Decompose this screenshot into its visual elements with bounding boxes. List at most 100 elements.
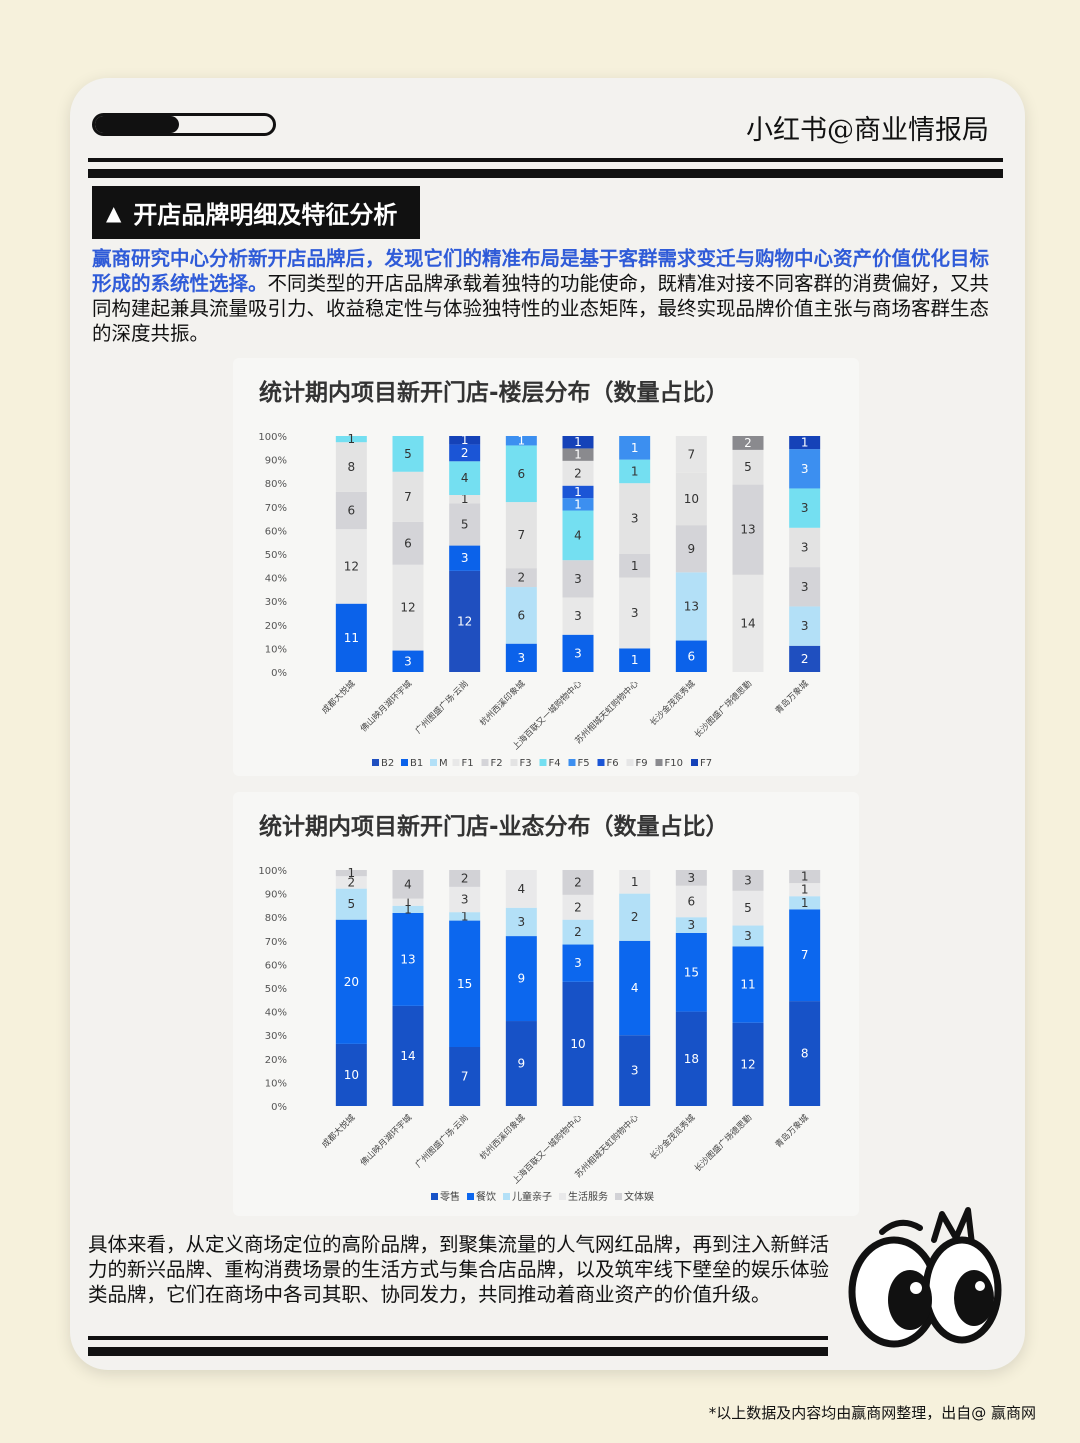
data-label: 20	[344, 975, 359, 989]
data-label: 2	[744, 436, 752, 450]
data-label: 1	[801, 870, 809, 884]
bar-segment	[505, 568, 537, 588]
data-label: 2	[574, 875, 582, 889]
cartoon-eyes-icon	[848, 1207, 1002, 1348]
y-tick-label: 60%	[265, 960, 287, 971]
bar-segment	[505, 870, 537, 908]
bar-segment	[562, 634, 594, 672]
bar-segment	[562, 870, 594, 895]
data-label: 3	[688, 871, 696, 885]
y-tick-label: 30%	[265, 1031, 287, 1042]
data-label: 5	[744, 901, 752, 915]
y-tick-label: 40%	[265, 1008, 287, 1019]
section-heading: ▲ 开店品牌明细及特征分析	[92, 186, 420, 239]
data-label: 12	[457, 614, 472, 628]
divider-bottom-thick	[88, 1347, 828, 1356]
bar-segment	[789, 567, 821, 607]
bar-segment	[449, 444, 481, 462]
data-label: 14	[400, 1049, 415, 1063]
y-tick-label: 80%	[265, 913, 287, 924]
x-tick-label: 长沙图盛广场德思勤	[692, 678, 754, 740]
bar-segment	[392, 905, 424, 913]
bar-segment	[505, 587, 537, 644]
data-label: 3	[801, 619, 809, 633]
legend-label: 餐饮	[476, 1190, 496, 1203]
y-tick-label: 100%	[258, 432, 287, 443]
data-label: 3	[518, 915, 526, 929]
y-tick-label: 70%	[265, 503, 287, 514]
bar-segment	[449, 461, 481, 495]
section-heading-text: 开店品牌明细及特征分析	[133, 200, 398, 229]
bar-segment	[449, 870, 481, 887]
data-label: 1	[404, 902, 412, 916]
bar-segment	[675, 1011, 707, 1106]
bar-segment	[505, 907, 537, 937]
legend-label: F10	[665, 758, 683, 769]
data-label: 2	[801, 652, 809, 666]
bar-segment	[675, 640, 707, 672]
bar-segment	[562, 560, 594, 598]
data-label: 1	[801, 883, 809, 897]
data-label: 10	[344, 1068, 359, 1082]
data-label: 3	[688, 918, 696, 932]
bar-segment	[789, 436, 821, 450]
bar-segment	[505, 445, 537, 503]
y-tick-label: 0%	[271, 668, 287, 679]
content-card: 小红书@商业情报局 ▲ 开店品牌明细及特征分析 赢商研究中心分析新开店品牌后，发…	[70, 78, 1025, 1370]
legend-swatch	[503, 1193, 510, 1200]
bar-segment	[619, 870, 651, 894]
data-label: 9	[518, 972, 526, 986]
bar-segment	[619, 436, 651, 460]
y-tick-label: 100%	[258, 866, 287, 877]
chart-legend: B2 B1 M F1 F2 F3 F4 F5 F6 F9 F10 F7	[372, 758, 712, 769]
x-tick-label: 广州图盛广场·云尚	[413, 1112, 471, 1170]
category-chart-panel: 统计期内项目新开门店-业态分布（数量占比） 0% 10% 20% 30% 40% 50% 60…	[233, 792, 859, 1216]
chart-legend: 零售 餐饮 儿童亲子 生活服务 文体娱	[431, 1190, 654, 1203]
bar-segment	[675, 572, 707, 641]
data-label: 2	[631, 910, 639, 924]
data-label: 7	[518, 528, 526, 542]
bar-segment	[619, 940, 651, 1036]
data-label: 2	[461, 871, 469, 885]
bar-segment	[562, 597, 594, 635]
data-label: 4	[518, 882, 526, 896]
data-label: 4	[574, 528, 582, 542]
legend-swatch	[615, 1193, 622, 1200]
data-label: 1	[461, 433, 469, 447]
bar-segment	[449, 886, 481, 913]
data-label: 3	[461, 551, 469, 565]
bar-segment	[562, 448, 594, 461]
legend-swatch	[430, 759, 437, 766]
bar-segment	[335, 436, 367, 443]
data-label: 18	[684, 1052, 699, 1066]
data-label: 1	[461, 909, 469, 923]
y-tick-label: 70%	[265, 937, 287, 948]
bar-segment	[789, 488, 821, 528]
chart-title: 统计期内项目新开门店-业态分布（数量占比）	[259, 813, 729, 840]
bar-segment	[335, 603, 367, 672]
floor-distribution-chart: 统计期内项目新开门店-楼层分布（数量占比） 0% 10% 20% 30% 40% 50% 60…	[258, 379, 821, 769]
data-label: 6	[518, 467, 526, 481]
x-tick-label: 成都大悦城	[320, 1112, 358, 1150]
data-label: 2	[574, 466, 582, 480]
data-label: 15	[684, 965, 699, 979]
legend-label: F5	[578, 758, 590, 769]
legend-label: F4	[549, 758, 561, 769]
data-label: 9	[518, 1057, 526, 1071]
data-label: 3	[518, 651, 526, 665]
bar-segment	[732, 870, 764, 891]
bar-segment	[505, 1021, 537, 1106]
bar-segment	[562, 485, 594, 499]
data-label: 11	[344, 631, 359, 645]
bar-segment	[335, 870, 367, 877]
bar-segment	[392, 1005, 424, 1106]
intro-paragraph: 赢商研究中心分析新开店品牌后，发现它们的精准布局是基于客群需求变迁与购物中心资产…	[92, 246, 992, 346]
bar-segment	[789, 909, 821, 1002]
data-label: 3	[801, 462, 809, 476]
data-label: 8	[801, 1047, 809, 1061]
bar-segment	[732, 946, 764, 1023]
bar-segment	[335, 888, 367, 920]
data-label: 12	[400, 601, 415, 615]
x-tick-label: 杭州西溪印象城	[478, 678, 528, 728]
x-tick-label: 青岛万象城	[773, 1112, 811, 1150]
